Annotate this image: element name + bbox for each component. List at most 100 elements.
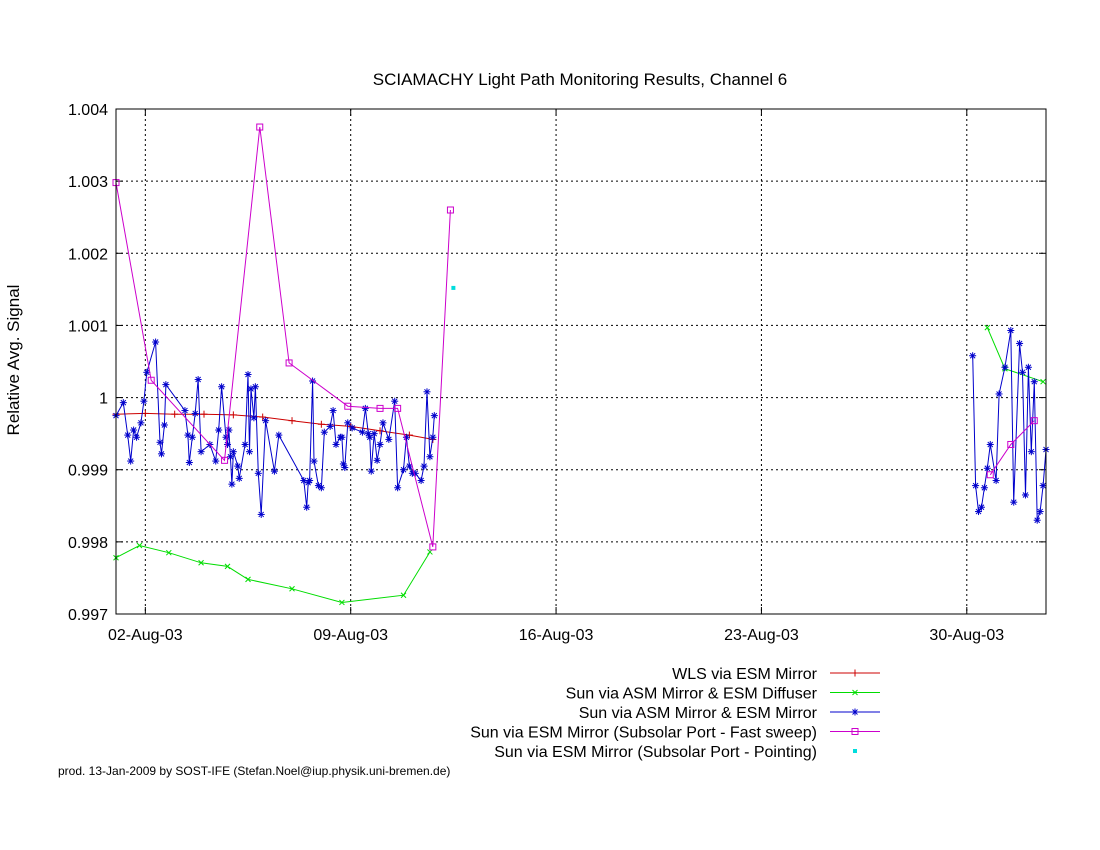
data-point	[1040, 378, 1046, 385]
data-point	[171, 410, 179, 418]
data-point	[184, 431, 192, 439]
data-point	[394, 404, 402, 412]
footer-credit: prod. 13-Jan-2009 by SOST-IFE (Stefan.No…	[58, 764, 450, 778]
data-point	[270, 467, 278, 475]
data-point	[221, 456, 229, 464]
data-point	[245, 576, 251, 583]
legend-label: WLS via ESM Mirror	[672, 666, 818, 683]
data-point	[348, 424, 356, 432]
data-point	[133, 433, 141, 441]
data-point	[160, 421, 168, 429]
legend: WLS via ESM Mirror Sun via ASM Mirror & E…	[470, 666, 880, 761]
y-tick-label: 0.999	[68, 463, 108, 480]
legend-swatch	[830, 708, 880, 716]
data-point	[152, 338, 160, 346]
data-point	[218, 383, 226, 391]
data-point	[429, 543, 437, 551]
data-point	[275, 431, 283, 439]
series-line	[972, 330, 1047, 521]
data-point	[165, 549, 172, 556]
data-point	[234, 462, 242, 470]
data-point	[1021, 491, 1029, 499]
legend-marker	[853, 749, 857, 753]
data-point	[251, 383, 259, 391]
data-point	[361, 404, 369, 412]
data-point	[257, 510, 265, 518]
x-tick-label: 30-Aug-03	[929, 627, 1004, 644]
data-point	[367, 467, 375, 475]
data-point	[194, 376, 202, 384]
data-point	[303, 503, 311, 511]
data-point	[229, 411, 237, 419]
data-point	[256, 123, 264, 131]
legend-swatch	[830, 689, 880, 696]
data-point	[212, 457, 220, 465]
x-tick-label: 16-Aug-03	[519, 627, 594, 644]
data-point	[224, 563, 231, 570]
y-tick-label: 1.001	[68, 318, 108, 335]
plot-area	[112, 123, 1050, 606]
data-point	[222, 433, 230, 441]
data-point	[254, 469, 262, 477]
series-1	[112, 409, 437, 443]
data-point	[980, 484, 988, 492]
data-point	[423, 388, 431, 396]
data-point	[124, 431, 132, 439]
legend-label: Sun via ESM Mirror (Subsolar Port - Fast…	[470, 725, 817, 742]
series-5	[451, 285, 456, 290]
data-point	[259, 413, 267, 421]
legend-marker	[851, 728, 859, 735]
data-point	[127, 457, 135, 465]
data-point	[373, 456, 381, 464]
data-point	[320, 428, 328, 436]
data-point	[451, 285, 456, 290]
data-point	[1030, 417, 1038, 425]
data-point	[223, 440, 231, 448]
data-point	[288, 417, 296, 425]
data-point	[417, 477, 425, 485]
chart-title: SCIAMACHY Light Path Monitoring Results,…	[373, 70, 788, 89]
data-point	[229, 448, 237, 456]
data-point	[140, 397, 148, 405]
data-point	[143, 368, 151, 376]
legend-swatch	[853, 749, 857, 753]
data-point	[262, 417, 270, 425]
legend-swatch	[830, 728, 880, 735]
data-point	[289, 585, 295, 592]
y-tick-label: 1.002	[68, 246, 108, 263]
series-4	[112, 123, 1038, 551]
data-point	[376, 404, 384, 412]
data-point	[977, 503, 985, 511]
y-axis-label: Relative Avg. Signal	[4, 285, 23, 436]
data-point	[215, 426, 223, 434]
data-point	[1007, 440, 1015, 448]
data-point	[317, 420, 325, 428]
data-point	[1033, 516, 1041, 524]
legend-marker	[851, 708, 859, 716]
data-point	[185, 459, 193, 466]
data-point	[156, 438, 164, 446]
data-point	[430, 412, 438, 420]
data-point	[385, 435, 393, 443]
series-line	[115, 126, 451, 548]
x-tick-label: 23-Aug-03	[724, 627, 799, 644]
data-point	[191, 409, 199, 417]
data-point	[1019, 368, 1027, 376]
data-point	[405, 462, 413, 470]
series-3	[112, 326, 1050, 524]
data-point	[1039, 482, 1047, 490]
data-point	[969, 352, 977, 360]
y-tick-label: 1.004	[68, 102, 108, 119]
data-point	[147, 376, 155, 384]
data-point	[157, 450, 165, 458]
data-point	[235, 474, 243, 482]
data-point	[1030, 378, 1038, 386]
legend-swatch	[830, 669, 880, 677]
legend-label: Sun via ASM Mirror & ESM Mirror	[579, 705, 818, 722]
data-point	[972, 482, 980, 490]
data-point	[162, 381, 170, 389]
data-point	[341, 464, 349, 472]
data-point	[379, 419, 387, 427]
data-point	[326, 422, 334, 430]
